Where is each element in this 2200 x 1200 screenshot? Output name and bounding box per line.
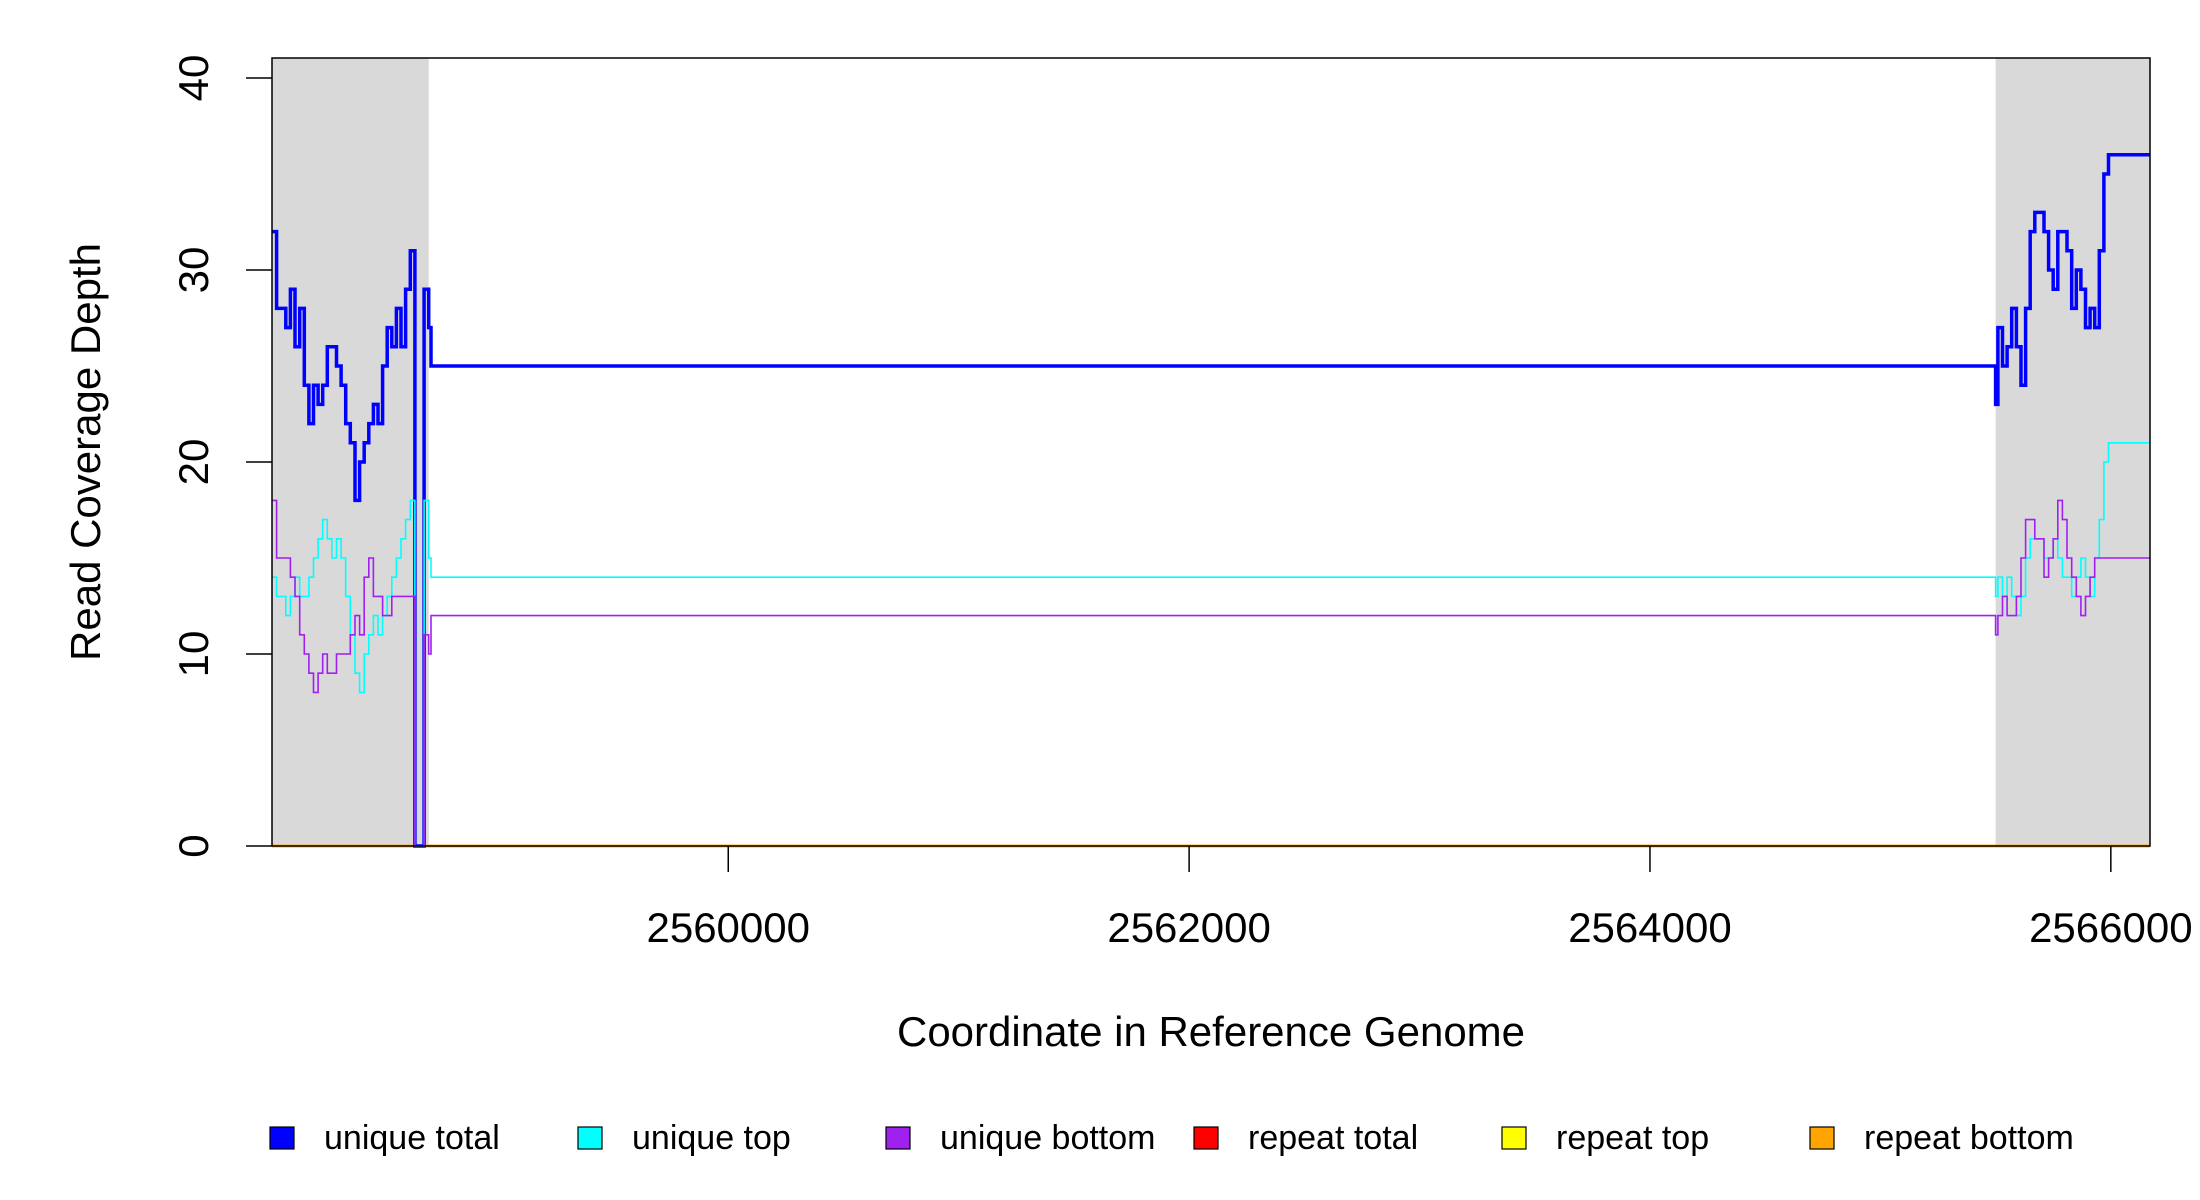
x-tick-label: 2566000 xyxy=(2029,904,2193,951)
series-lines xyxy=(272,153,2150,848)
legend-swatch-unique-top xyxy=(577,1126,603,1150)
legend-swatch-unique-bottom xyxy=(885,1126,911,1150)
legend-label-repeat-total: repeat total xyxy=(1248,1119,1418,1157)
y-tick-label: 10 xyxy=(170,631,217,678)
legend-swatch-repeat-bottom xyxy=(1809,1126,1835,1150)
legend-label-unique-top: unique top xyxy=(632,1119,791,1157)
x-axis-label: Coordinate in Reference Genome xyxy=(897,1008,1525,1055)
legend-label-unique-total: unique total xyxy=(324,1119,500,1157)
series-line-unique-bottom xyxy=(272,499,2150,847)
legend-label-repeat-bottom: repeat bottom xyxy=(1864,1119,2074,1157)
y-tick-label: 40 xyxy=(170,55,217,102)
shaded-region-1 xyxy=(272,58,429,846)
y-tick-label: 30 xyxy=(170,247,217,294)
series-line-unique-top xyxy=(272,442,2150,847)
legend-label-unique-bottom: unique bottom xyxy=(940,1119,1156,1157)
legend-swatch-unique-total xyxy=(269,1126,295,1150)
legend: unique total unique top unique bottom repea… xyxy=(269,1119,2074,1157)
legend-swatch-repeat-top xyxy=(1501,1126,1527,1150)
y-tick-label: 0 xyxy=(170,834,217,857)
shaded-region-2 xyxy=(1995,58,2150,846)
series-line-unique-total xyxy=(272,153,2150,848)
x-tick-label: 2564000 xyxy=(1568,904,1732,951)
shaded-regions xyxy=(272,58,2150,846)
y-axis: 0 10 20 30 40 xyxy=(170,55,272,858)
legend-swatch-repeat-total xyxy=(1193,1126,1219,1150)
x-tick-label: 2560000 xyxy=(646,904,810,951)
y-tick-label: 20 xyxy=(170,439,217,486)
plot-frame xyxy=(271,57,2151,847)
y-axis-label: Read Coverage Depth xyxy=(62,243,109,661)
x-tick-label: 2562000 xyxy=(1107,904,1271,951)
legend-label-repeat-top: repeat top xyxy=(1556,1119,1709,1157)
x-axis: 2560000 2562000 2564000 2566000 xyxy=(646,846,2193,951)
